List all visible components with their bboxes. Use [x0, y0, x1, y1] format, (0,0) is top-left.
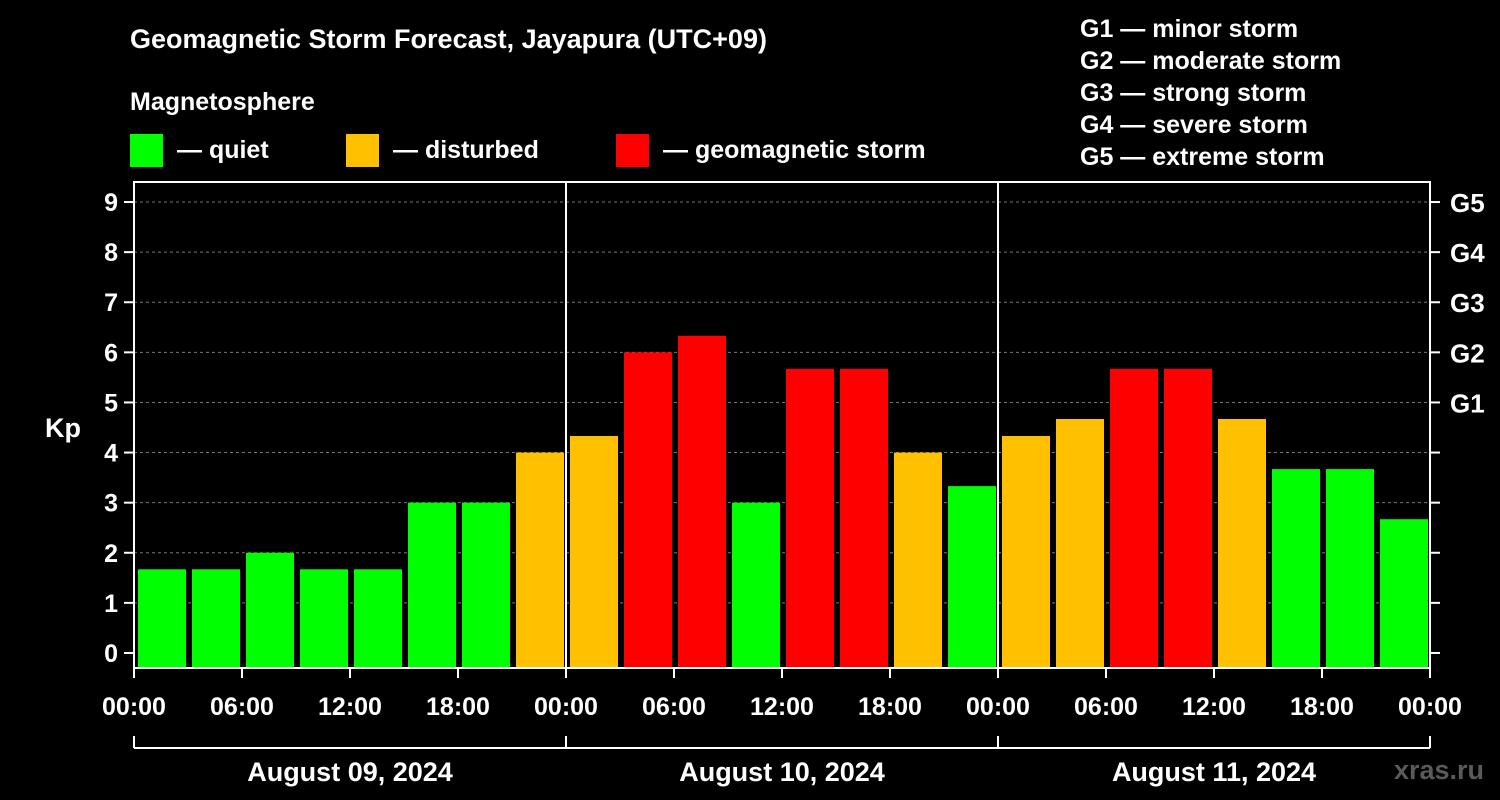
g-scale-g4: G4 — severe storm: [1080, 111, 1308, 139]
day-label-3: August 11, 2024: [1112, 757, 1316, 787]
kp-bar-13: [786, 368, 834, 668]
x-tick-label-4: 00:00: [534, 693, 598, 721]
kp-bar-14: [840, 368, 888, 668]
kp-bar-9: [570, 436, 618, 668]
y-tick-label-6: 6: [104, 339, 118, 367]
kp-bar-18: [1056, 418, 1104, 668]
x-tick-label-3: 18:00: [426, 693, 490, 721]
day-label-1: August 09, 2024: [247, 757, 453, 787]
g-label-g2: G2: [1450, 338, 1485, 368]
kp-bar-7: [462, 502, 510, 668]
legend-swatch-disturbed: [346, 134, 379, 167]
x-tick-label-6: 12:00: [750, 693, 814, 721]
kp-bar-2: [192, 569, 240, 668]
kp-bar-20: [1164, 368, 1212, 668]
day-label-2: August 10, 2024: [679, 757, 885, 787]
kp-bar-17: [1002, 436, 1050, 668]
kp-bar-11: [678, 335, 726, 668]
x-tick-label-9: 06:00: [1074, 693, 1138, 721]
kp-bar-6: [408, 502, 456, 668]
x-tick-label-11: 18:00: [1290, 693, 1354, 721]
g-scale-g2: G2 — moderate storm: [1080, 47, 1341, 75]
g-scale-g3: G3 — strong storm: [1080, 79, 1306, 107]
legend-heading: Magnetosphere: [130, 88, 315, 116]
y-tick-label-7: 7: [104, 289, 118, 317]
x-tick-label-7: 18:00: [858, 693, 922, 721]
g-label-g1: G1: [1450, 388, 1485, 418]
g-scale-g1: G1 — minor storm: [1080, 15, 1298, 43]
y-tick-label-4: 4: [104, 440, 118, 468]
x-tick-label-10: 12:00: [1182, 693, 1246, 721]
y-tick-label-1: 1: [104, 590, 118, 618]
kp-bar-5: [354, 569, 402, 668]
kp-bar-24: [1380, 519, 1428, 668]
kp-bar-8: [516, 452, 564, 668]
g-label-g3: G3: [1450, 288, 1485, 318]
x-tick-label-5: 06:00: [642, 693, 706, 721]
kp-bar-3: [246, 552, 294, 668]
x-tick-label-8: 00:00: [966, 693, 1030, 721]
legend-swatch-storm: [616, 134, 649, 167]
kp-bar-12: [732, 502, 780, 668]
kp-bar-21: [1218, 418, 1266, 668]
kp-bar-10: [624, 352, 672, 668]
legend-swatch-quiet: [130, 134, 163, 167]
y-tick-label-3: 3: [104, 490, 118, 518]
watermark: xras.ru: [1394, 755, 1484, 785]
x-tick-label-1: 06:00: [210, 693, 274, 721]
kp-bar-1: [138, 569, 186, 668]
kp-bar-4: [300, 569, 348, 668]
legend-label-storm: — geomagnetic storm: [663, 136, 926, 164]
y-tick-label-9: 9: [104, 189, 118, 217]
g-label-g5: G5: [1450, 188, 1485, 218]
y-tick-label-5: 5: [104, 389, 118, 417]
kp-bar-19: [1110, 368, 1158, 668]
kp-bar-22: [1272, 469, 1320, 668]
x-tick-label-2: 12:00: [318, 693, 382, 721]
y-axis-label: Kp: [45, 413, 81, 443]
kp-bar-23: [1326, 469, 1374, 668]
kp-bar-16: [948, 486, 996, 668]
kp-bar-15: [894, 452, 942, 668]
g-label-g4: G4: [1450, 238, 1485, 268]
chart-title: Geomagnetic Storm Forecast, Jayapura (UT…: [130, 24, 767, 54]
y-tick-label-8: 8: [104, 239, 118, 267]
x-tick-label-0: 00:00: [102, 693, 166, 721]
x-tick-label-12: 00:00: [1398, 693, 1462, 721]
legend-label-quiet: — quiet: [177, 136, 269, 164]
y-tick-label-2: 2: [104, 540, 118, 568]
plot-layer: 0 1 2 3 4 5 6 7 8 9 G1 G2 G3 G4 G5 00:00 06:00 12:00 18:00…: [102, 181, 1485, 787]
y-tick-label-0: 0: [104, 640, 118, 668]
legend-label-disturbed: — disturbed: [393, 136, 539, 164]
g-scale-g5: G5 — extreme storm: [1080, 143, 1325, 171]
